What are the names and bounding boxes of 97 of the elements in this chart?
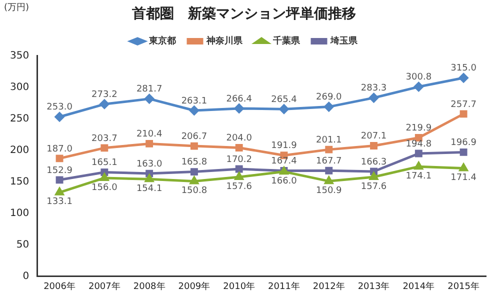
point — [325, 166, 333, 174]
point — [190, 176, 198, 184]
data-label: 206.7 — [181, 132, 208, 142]
point — [54, 112, 64, 122]
point — [460, 110, 468, 118]
data-label: 191.9 — [271, 141, 298, 152]
data-label: 163.0 — [136, 159, 162, 170]
data-label: 201.1 — [316, 135, 342, 146]
point — [145, 174, 154, 182]
point — [56, 176, 64, 184]
point — [146, 140, 154, 148]
x-tick-label: 2015年 — [448, 280, 480, 292]
data-label: 300.8 — [406, 72, 432, 83]
legend-label: 東京都 — [148, 36, 176, 47]
data-label: 166.0 — [271, 176, 298, 187]
data-label: 152.9 — [46, 166, 73, 176]
data-label: 167.7 — [316, 156, 342, 166]
data-label: 207.1 — [360, 132, 387, 142]
point — [458, 73, 468, 83]
data-label: 204.0 — [226, 134, 252, 144]
point — [190, 142, 198, 150]
legend-label: 埼玉県 — [330, 36, 358, 47]
x-tick-label: 2011年 — [268, 280, 300, 292]
data-label: 174.1 — [406, 171, 432, 182]
point — [414, 162, 423, 170]
data-label: 133.1 — [46, 197, 72, 208]
data-label: 257.7 — [450, 100, 476, 110]
data-label: 157.6 — [360, 182, 387, 192]
point — [189, 106, 199, 116]
data-label: 315.0 — [450, 64, 477, 74]
point — [100, 144, 108, 152]
point — [235, 144, 243, 152]
data-label: 269.0 — [316, 92, 342, 103]
data-label: 266.4 — [226, 94, 252, 104]
point — [146, 170, 154, 178]
x-tick-label: 2013年 — [358, 280, 390, 292]
data-label: 253.0 — [46, 102, 73, 113]
legend-label: 神奈川県 — [206, 36, 244, 47]
data-label: 281.7 — [136, 84, 162, 95]
point — [100, 173, 109, 181]
x-tick-label: 2010年 — [223, 280, 256, 292]
x-tick-label: 2008年 — [133, 280, 166, 292]
data-label: 273.2 — [92, 90, 118, 100]
point — [325, 146, 333, 154]
data-label: 219.9 — [406, 124, 432, 134]
data-label: 150.8 — [181, 186, 208, 196]
x-tick-label: 2007年 — [88, 280, 120, 292]
point — [144, 94, 154, 104]
data-label: 283.3 — [360, 84, 387, 94]
legend-label: 千葉県 — [272, 36, 301, 47]
point — [234, 104, 244, 114]
point — [460, 148, 468, 156]
data-label: 166.3 — [360, 157, 387, 168]
data-label: 156.0 — [92, 182, 118, 193]
data-label: 203.7 — [92, 134, 118, 144]
data-label: 194.8 — [406, 139, 432, 150]
y-tick-label: 150 — [10, 176, 30, 188]
point — [369, 93, 379, 103]
data-label: 265.4 — [271, 94, 298, 105]
y-tick-label: 350 — [10, 50, 30, 62]
data-label: 171.4 — [450, 173, 477, 184]
data-label: 210.4 — [136, 130, 162, 140]
data-label: 187.0 — [46, 144, 73, 154]
point — [234, 172, 244, 180]
point — [56, 154, 64, 162]
y-tick-label: 100 — [10, 208, 30, 219]
data-label: 170.2 — [226, 154, 252, 165]
data-label: 150.9 — [316, 186, 342, 196]
data-label: 167.4 — [271, 156, 298, 167]
x-tick-label: 2014年 — [402, 280, 435, 292]
data-label: 157.6 — [226, 182, 252, 192]
point — [279, 104, 289, 114]
y-axis-title: (万円) — [4, 2, 30, 13]
x-tick-label: 2009年 — [178, 280, 210, 292]
point — [369, 172, 378, 180]
point — [414, 150, 422, 158]
chart-title: 首都圏 新築マンション坪単価推移 — [131, 5, 356, 22]
data-label: 165.1 — [92, 158, 118, 168]
point — [235, 165, 243, 173]
point — [100, 168, 108, 176]
y-tick-label: 50 — [16, 239, 30, 250]
x-tick-label: 2006年 — [44, 280, 76, 292]
y-tick-label: 300 — [10, 82, 30, 93]
y-tick-label: 0 — [22, 270, 30, 282]
point — [414, 82, 424, 92]
point — [190, 168, 198, 176]
y-tick-label: 250 — [10, 113, 30, 124]
x-tick-label: 2012年 — [312, 280, 345, 292]
data-label: 263.1 — [181, 96, 208, 106]
point — [324, 102, 334, 112]
point — [324, 176, 334, 184]
data-label: 196.9 — [450, 138, 477, 148]
point — [370, 142, 378, 150]
y-tick-label: 200 — [10, 144, 30, 156]
data-label: 154.1 — [136, 184, 162, 194]
data-label: 165.8 — [181, 158, 208, 168]
point — [100, 99, 110, 109]
